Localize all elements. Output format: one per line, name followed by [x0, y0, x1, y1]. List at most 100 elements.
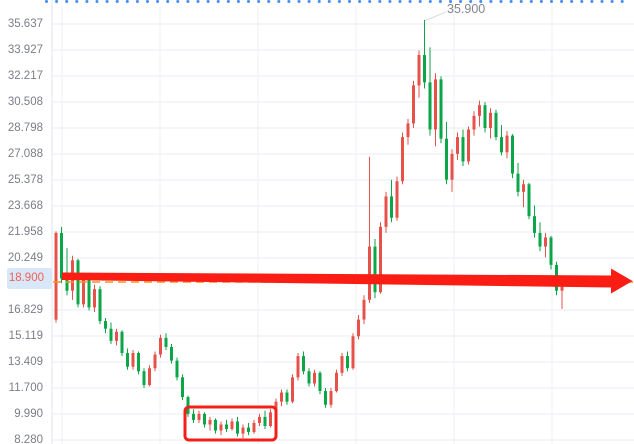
candle-body [368, 246, 371, 300]
candle-body [98, 289, 102, 322]
clipped-blue-text-mark [479, 0, 483, 3]
clipped-blue-text-mark [297, 0, 301, 3]
clipped-blue-text-mark [317, 0, 321, 3]
clipped-blue-text-mark [226, 0, 230, 3]
candle-body [87, 278, 91, 308]
candle-body [192, 413, 195, 420]
candle-body [76, 260, 80, 305]
candle-body [351, 336, 355, 369]
candle-body [373, 246, 377, 293]
clipped-blue-text-mark [75, 0, 79, 3]
clipped-blue-text-mark [469, 0, 473, 3]
clipped-blue-text-mark [418, 0, 422, 3]
candle-body [329, 391, 333, 405]
clipped-blue-text-mark [156, 0, 160, 3]
candle-body [285, 392, 289, 402]
candle-body [522, 184, 525, 192]
candle-body [417, 55, 421, 86]
clipped-blue-text-mark [307, 0, 311, 3]
candle-body [423, 55, 426, 83]
trend-arrow-annotation[interactable] [62, 268, 633, 294]
candle-body [93, 289, 96, 308]
candle-body [324, 391, 327, 405]
candle-body [478, 105, 481, 116]
clipped-blue-text-mark [580, 0, 584, 3]
candle-body [115, 331, 118, 341]
high-point-annotation: 35.900 [447, 2, 486, 16]
candle-body [258, 416, 261, 423]
candle-body [137, 353, 140, 372]
candle-body [280, 392, 283, 402]
clipped-blue-text-mark [358, 0, 362, 3]
candle-body [197, 413, 201, 420]
clipped-blue-text-mark [45, 0, 48, 3]
candle-body [142, 371, 146, 385]
candle-body [54, 232, 58, 320]
candle-body [230, 421, 234, 430]
clipped-blue-text-mark [277, 0, 281, 3]
candle-body [500, 137, 503, 153]
clipped-blue-text-mark [449, 0, 452, 3]
candle-body [538, 232, 542, 247]
candle-body [302, 356, 305, 372]
candle-body [318, 372, 322, 392]
candle-body [428, 82, 432, 130]
candle-body [247, 427, 250, 433]
current-price-tag: 18.900 [7, 268, 52, 289]
candle-body [533, 216, 536, 233]
candle-body [269, 412, 272, 427]
clipped-blue-text-mark [499, 0, 503, 3]
clipped-blue-text-mark [135, 0, 139, 3]
clipped-blue-text-mark [216, 0, 220, 3]
candle-body [483, 105, 487, 128]
candle-body [450, 153, 454, 180]
candle-body [357, 319, 360, 337]
clipped-blue-text-mark [438, 0, 442, 3]
clipped-blue-text-mark [529, 0, 533, 3]
candle-body [274, 401, 278, 413]
candle-body [186, 397, 190, 414]
candle-body [395, 181, 399, 218]
candle-body [214, 419, 217, 431]
candle-body [494, 112, 498, 138]
clipped-blue-text-mark [398, 0, 402, 3]
candle-body [527, 184, 531, 217]
candle-body [241, 427, 245, 434]
clipped-blue-text-mark [85, 0, 89, 3]
candle-body [109, 328, 113, 341]
candle-body [340, 356, 344, 373]
candle-body [335, 372, 338, 392]
candle-body [208, 419, 212, 425]
candle-body [131, 353, 135, 367]
candle-body [225, 424, 228, 430]
candle-body [456, 137, 459, 154]
clipped-blue-text-mark [348, 0, 351, 3]
candle-body [489, 112, 492, 128]
candle-body [307, 371, 311, 384]
clipped-blue-text-mark [176, 0, 180, 3]
candle-body [291, 377, 294, 402]
clipped-blue-text-mark [55, 0, 59, 3]
candle-body [549, 237, 553, 265]
candle-body [461, 137, 465, 162]
candle-body [439, 79, 443, 139]
clipped-blue-text-mark [337, 0, 341, 3]
clipped-blue-text-mark [257, 0, 261, 3]
candle-body [60, 232, 63, 279]
annotation-connector-line [423, 11, 447, 22]
clipped-blue-text-mark [247, 0, 250, 3]
candle-body [181, 377, 184, 398]
candle-body [434, 79, 437, 130]
highlight-box-annotation[interactable] [183, 405, 278, 442]
candle-body [390, 196, 393, 218]
clipped-blue-text-mark [186, 0, 190, 3]
clipped-blue-text-mark [368, 0, 372, 3]
candle-body [82, 278, 85, 305]
candle-body [164, 337, 168, 347]
clipped-blue-text-mark [590, 0, 594, 3]
candle-body [148, 368, 151, 385]
clipped-blue-text-mark [65, 0, 69, 3]
candle-body [516, 173, 520, 192]
